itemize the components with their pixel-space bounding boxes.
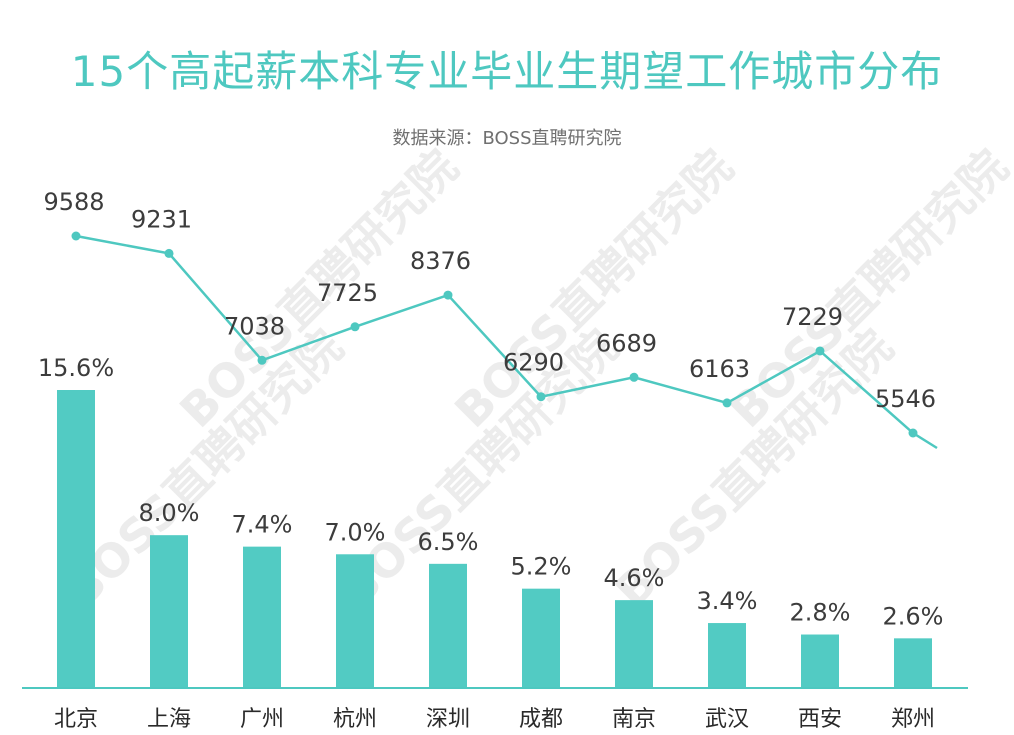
- bar: [57, 390, 95, 688]
- bar: [894, 638, 932, 688]
- watermark-text: BOSS直聘研究院: [444, 139, 743, 438]
- line-point: [536, 392, 546, 402]
- line-value-label: 6163: [689, 355, 750, 383]
- bar-value-label: 2.8%: [790, 599, 851, 627]
- chart-title: 15个高起薪本科专业毕业生期望工作城市分布: [70, 47, 944, 96]
- line-value-label: 8376: [410, 247, 471, 275]
- x-axis: 北京 上海 广州 杭州 深圳 成都 南京 武汉 西安 郑州: [22, 687, 968, 732]
- x-tick-label: 北京: [54, 707, 98, 732]
- x-tick-label: 深圳: [426, 707, 470, 732]
- line-value-label: 7038: [224, 312, 285, 340]
- bar: [615, 600, 653, 688]
- x-tick-label: 上海: [147, 707, 191, 732]
- line-point: [629, 372, 639, 382]
- x-tick-label: 郑州: [891, 707, 935, 732]
- line-point: [164, 248, 174, 258]
- x-tick-label: 成都: [519, 707, 563, 732]
- line-value-label: 7725: [317, 279, 378, 307]
- bar: [429, 563, 467, 688]
- bar: [336, 554, 374, 688]
- bar: [150, 535, 188, 688]
- watermark-layer: BOSS直聘研究院BOSS直聘研究院BOSS直聘研究院BOSS直聘研究院BOSS…: [54, 139, 1014, 618]
- x-tick-label: 武汉: [705, 707, 749, 732]
- bar-value-label: 4.6%: [604, 564, 665, 592]
- line-value-label: 5546: [875, 385, 936, 413]
- line-point: [443, 290, 453, 300]
- bar: [243, 546, 281, 688]
- line-value-label: 7229: [782, 303, 843, 331]
- chart-subtitle: 数据来源：BOSS直聘研究院: [392, 128, 622, 149]
- line-value-label: 6290: [503, 349, 564, 377]
- bar-value-label: 7.0%: [325, 518, 386, 546]
- bar-series: 15.6% 8.0% 7.4% 7.0% 6.5% 5.2% 4.6% 3.4% 2.8% 2.6…: [38, 354, 944, 688]
- line-point: [350, 322, 360, 332]
- x-tick-label: 杭州: [333, 707, 377, 732]
- line-point: [257, 355, 267, 365]
- x-tick-label: 西安: [798, 707, 842, 732]
- line-point: [815, 346, 825, 356]
- bar: [708, 623, 746, 688]
- line-point: [908, 428, 918, 438]
- line-value-label: 9588: [43, 188, 104, 216]
- bar-value-label: 5.2%: [511, 553, 572, 581]
- bar-value-label: 2.6%: [883, 602, 944, 630]
- bar-value-label: 3.4%: [697, 587, 758, 615]
- bar-value-label: 7.4%: [232, 511, 293, 539]
- x-tick-label: 南京: [612, 707, 656, 732]
- bar-value-label: 15.6%: [38, 354, 114, 382]
- bar-value-label: 8.0%: [139, 499, 200, 527]
- line-value-label: 6689: [596, 329, 657, 357]
- bar: [522, 588, 560, 688]
- line-series: 9588 9231 7038 7725 8376 6290 6689 6163 7229 5546: [43, 188, 938, 450]
- bar-value-label: 6.5%: [418, 528, 479, 556]
- bar: [801, 634, 839, 688]
- line-point: [722, 398, 732, 408]
- line-point: [71, 231, 81, 241]
- x-tick-label: 广州: [240, 707, 284, 732]
- line-value-label: 9231: [131, 205, 192, 233]
